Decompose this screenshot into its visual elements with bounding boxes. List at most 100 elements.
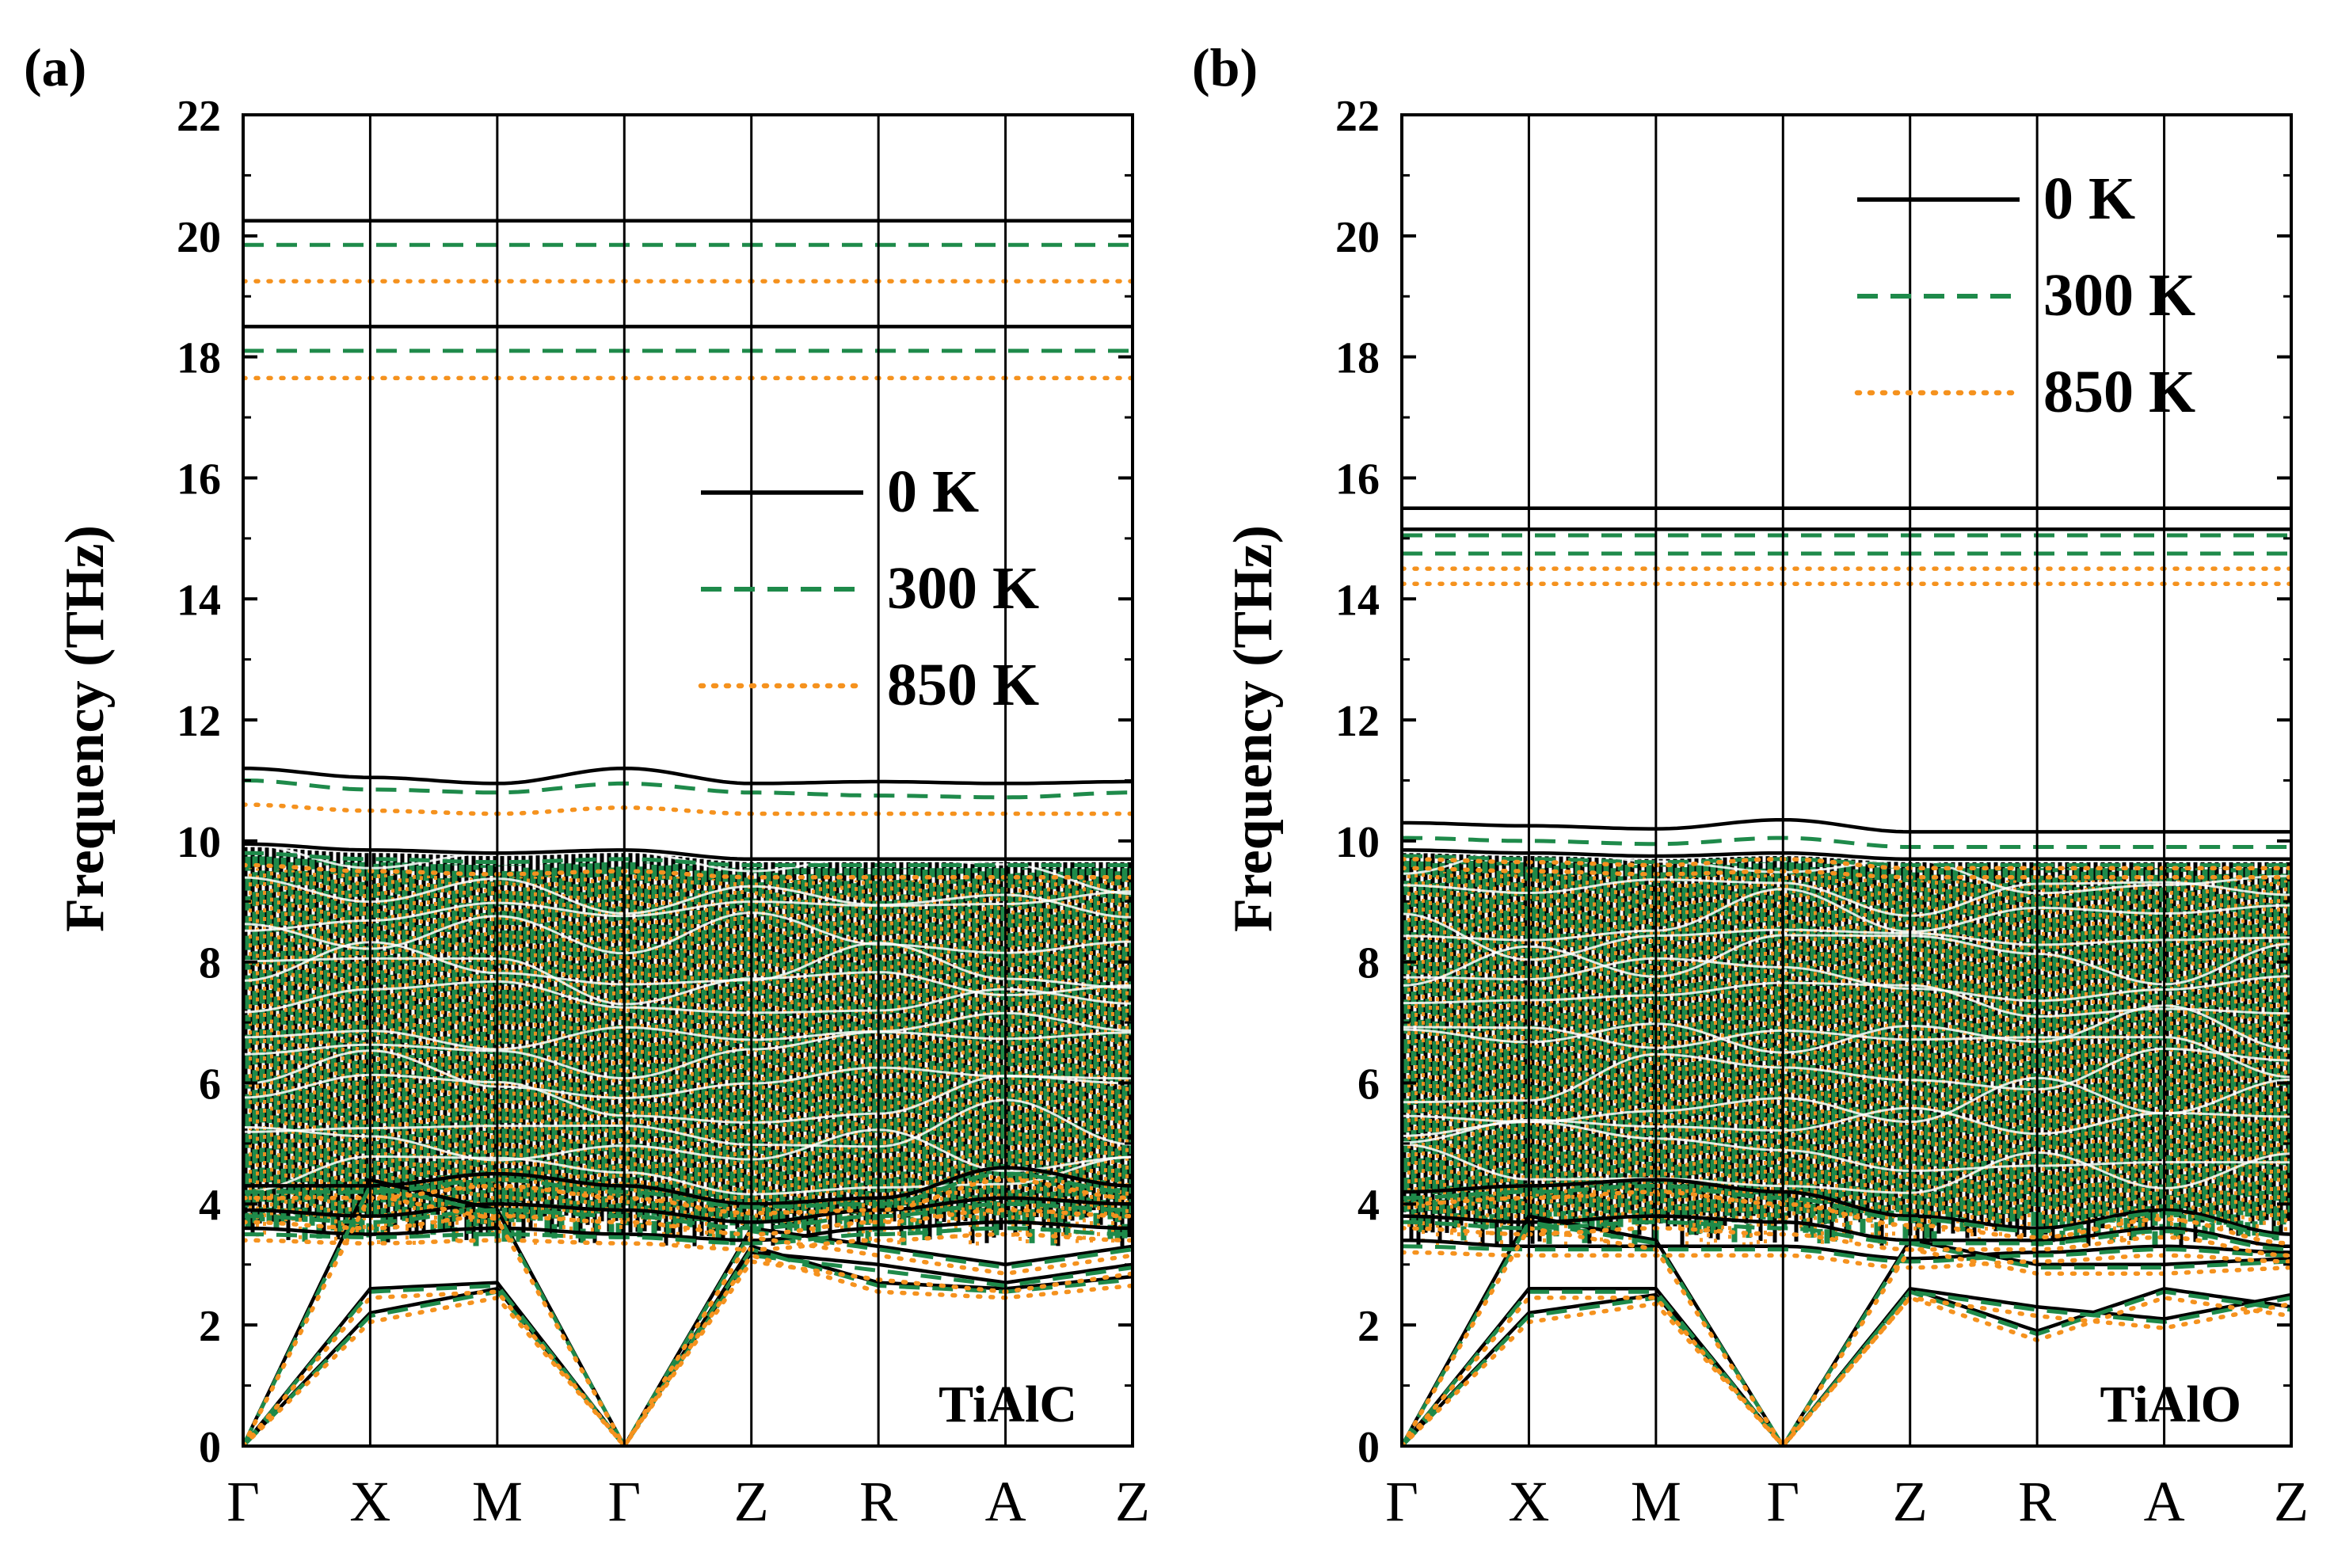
y-tick-label: 8 bbox=[199, 939, 221, 988]
kpoint-label: X bbox=[349, 1470, 390, 1533]
series-300-k bbox=[243, 242, 1133, 1446]
band-gap-line bbox=[1402, 1004, 2291, 1054]
kpoint-label: Z bbox=[1115, 1470, 1150, 1533]
legend-label: 0 K bbox=[2043, 166, 2135, 232]
band-gap-line bbox=[1402, 1121, 2291, 1172]
band-gap-line bbox=[243, 1030, 1133, 1080]
optical-band-line bbox=[243, 1231, 1133, 1252]
band-gap-line bbox=[1402, 1076, 2291, 1124]
optical-band-line bbox=[243, 1196, 1133, 1224]
legend-label: 0 K bbox=[887, 459, 979, 525]
panel-b-plot-area: 0 2 4 6 8 10 12 14 16 18 20 22 Γ X M Γ Z R A Z 0 K 300 K 850 K bbox=[1335, 92, 2309, 1533]
y-tick-label: 2 bbox=[199, 1302, 221, 1351]
band-gap-line bbox=[1402, 981, 2291, 1018]
panel-a: (a) Frequency (THz) 0 2 4 6 8 10 12 14 16 18 20 22 Γ… bbox=[24, 37, 1150, 1533]
legend-label: 300 K bbox=[887, 555, 1039, 622]
y-tick-label: 16 bbox=[177, 455, 221, 504]
band-gap-line bbox=[1402, 878, 2291, 917]
panel-a-legend: 0 K 300 K 850 K bbox=[698, 459, 1039, 718]
band-gap-line bbox=[243, 911, 1133, 955]
acoustic-band-line bbox=[243, 1259, 1133, 1446]
y-tick-label: 4 bbox=[199, 1181, 221, 1230]
upper-band-line bbox=[1402, 817, 2291, 834]
y-tick-label: 14 bbox=[177, 576, 221, 625]
legend-label: 850 K bbox=[2043, 359, 2195, 425]
band-gap-line bbox=[1402, 845, 2291, 895]
panel-a-label: (a) bbox=[24, 37, 86, 97]
kpoint-label: Z bbox=[2274, 1470, 2309, 1533]
panel-b: (b) Frequency (THz) 0 2 4 6 8 10 12 14 16 18 20 22 Γ… bbox=[1192, 37, 2309, 1533]
acoustic-band-line bbox=[243, 1244, 1133, 1446]
band-gap-line bbox=[243, 941, 1133, 989]
optical-band-line bbox=[243, 1226, 1133, 1246]
y-tick-label: 0 bbox=[199, 1423, 221, 1472]
kpoint-label: Z bbox=[1893, 1470, 1928, 1533]
optical-band-line bbox=[1402, 1220, 2291, 1252]
panel-a-y-axis: 0 2 4 6 8 10 12 14 16 18 20 22 bbox=[177, 92, 1133, 1472]
panel-b-dense-band-region bbox=[1402, 853, 2291, 1246]
series-850-k bbox=[243, 279, 1133, 1446]
band-gap-line bbox=[243, 1098, 1133, 1148]
band-gap-line bbox=[1402, 912, 2291, 961]
band-gap-line bbox=[243, 957, 1133, 1006]
legend-label: 850 K bbox=[887, 652, 1039, 718]
panel-b-ylabel: Frequency (THz) bbox=[1223, 525, 1284, 932]
upper-band-line bbox=[243, 778, 1133, 800]
band-gap-line bbox=[243, 1073, 1133, 1125]
optical-band-line bbox=[243, 1220, 1133, 1243]
panel-a-ylabel: Frequency (THz) bbox=[55, 525, 116, 932]
band-gap-line bbox=[243, 890, 1133, 932]
kpoint-label: A bbox=[985, 1470, 1026, 1533]
kpoint-label: R bbox=[2018, 1470, 2056, 1533]
y-tick-label: 16 bbox=[1335, 455, 1380, 504]
y-tick-label: 12 bbox=[177, 697, 221, 746]
band-gap-line bbox=[243, 876, 1133, 919]
kpoint-label: Γ bbox=[607, 1470, 641, 1533]
y-tick-label: 18 bbox=[177, 334, 221, 383]
panel-b-band-gaps bbox=[1402, 845, 2291, 1194]
panel-b-y-axis: 0 2 4 6 8 10 12 14 16 18 20 22 bbox=[1335, 92, 2291, 1472]
kpoint-label: Γ bbox=[1766, 1470, 1799, 1533]
y-tick-label: 12 bbox=[1335, 697, 1380, 746]
y-tick-label: 20 bbox=[177, 213, 221, 262]
panel-a-plot-area: 0 2 4 6 8 10 12 14 16 18 20 22 Γ X M Γ Z R A Z 0 K 300 K 850 K bbox=[177, 92, 1150, 1533]
kpoint-label: Z bbox=[734, 1470, 769, 1533]
band-top-line bbox=[243, 842, 1133, 862]
panel-a-kpoint-lines bbox=[368, 115, 1007, 1446]
y-tick-label: 18 bbox=[1335, 334, 1380, 383]
y-tick-label: 10 bbox=[177, 818, 221, 867]
band-gap-line bbox=[1402, 1026, 2291, 1079]
optical-band-line bbox=[1402, 1189, 2291, 1246]
y-tick-label: 4 bbox=[1357, 1181, 1380, 1230]
band-top-line bbox=[1402, 848, 2291, 862]
optical-band-line bbox=[1402, 1244, 2291, 1264]
optical-band-line bbox=[1402, 1178, 2291, 1236]
kpoint-label: A bbox=[2144, 1470, 2185, 1533]
band-gap-line bbox=[1402, 888, 2291, 942]
band-gap-line bbox=[243, 1011, 1133, 1051]
kpoint-label: R bbox=[859, 1470, 897, 1533]
acoustic-band-line bbox=[243, 1246, 1133, 1446]
optical-band-line bbox=[1402, 1250, 2291, 1270]
panel-b-kpoint-lines bbox=[1527, 115, 2166, 1446]
panel-a-material-label: TiAlC bbox=[939, 1376, 1077, 1433]
band-gap-line bbox=[243, 1049, 1133, 1100]
band-gap-line bbox=[243, 1155, 1133, 1196]
acoustic-band-line bbox=[243, 1183, 1133, 1446]
acoustic-band-line bbox=[243, 1192, 1133, 1446]
y-tick-label: 6 bbox=[199, 1060, 221, 1109]
y-tick-label: 10 bbox=[1335, 818, 1380, 867]
upper-band-line bbox=[1402, 835, 2291, 849]
band-gap-line bbox=[1402, 1143, 2291, 1194]
optical-band-line bbox=[1402, 1183, 2291, 1239]
optical-band-line bbox=[1402, 1226, 2291, 1258]
y-tick-label: 0 bbox=[1357, 1423, 1380, 1472]
kpoint-label: Γ bbox=[1385, 1470, 1418, 1533]
upper-band-line bbox=[1402, 857, 2291, 871]
upper-band-line bbox=[243, 802, 1133, 816]
band-gap-line bbox=[1402, 1047, 2291, 1104]
band-top-line bbox=[1402, 866, 2291, 880]
y-tick-label: 8 bbox=[1357, 939, 1380, 988]
